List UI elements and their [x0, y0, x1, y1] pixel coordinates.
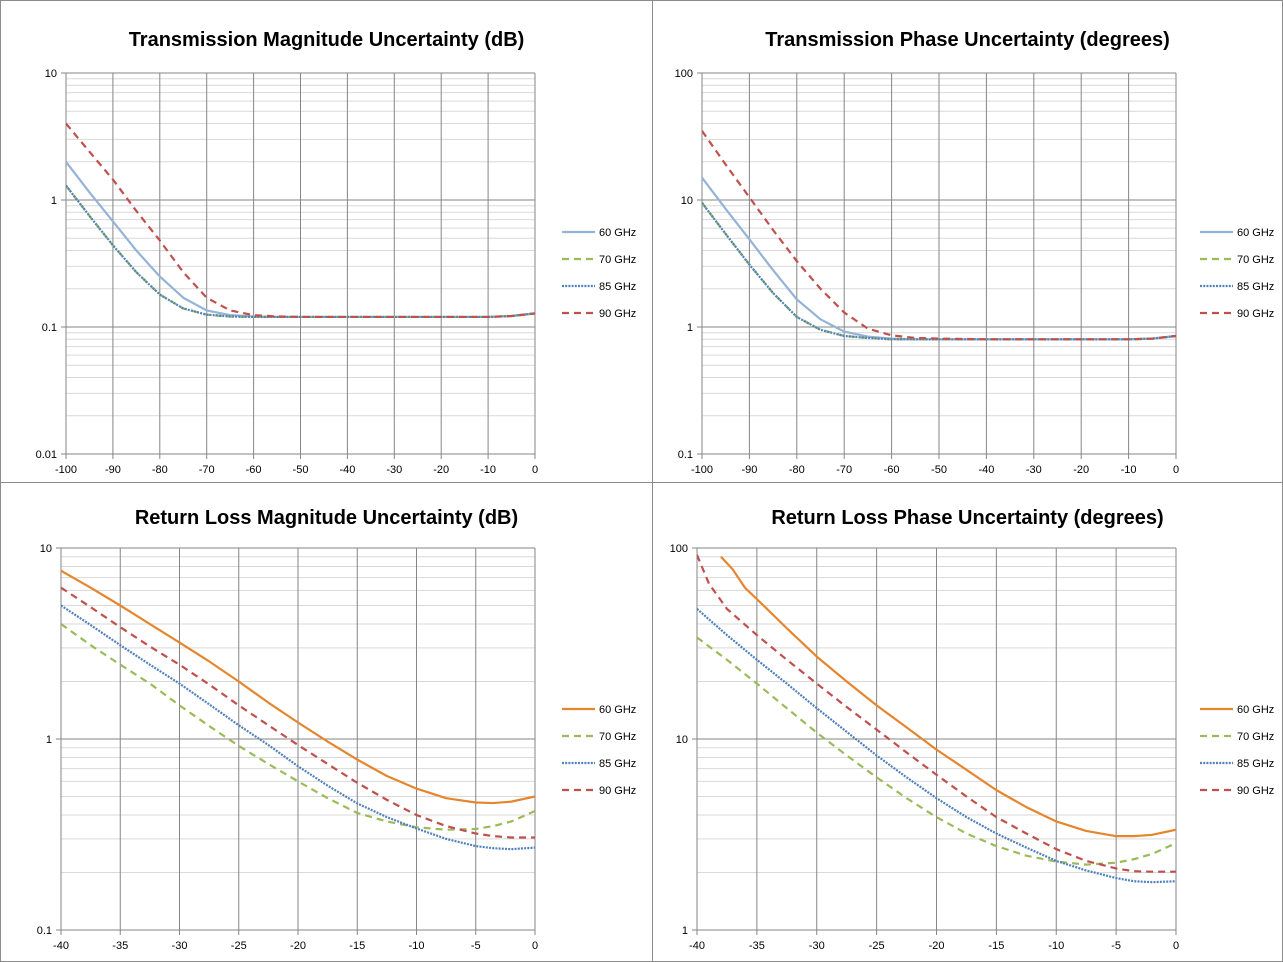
- chart-3-x-tick-label: -15: [349, 940, 365, 952]
- chart-2-series-85-ghz: [702, 202, 1176, 341]
- chart-4-x-tick-label: -30: [809, 940, 825, 952]
- chart-3-x-tick-label: 0: [532, 940, 538, 952]
- chart-4-x-tick-label: -15: [988, 940, 1004, 952]
- chart-4-y-tick-label: 100: [670, 543, 688, 555]
- chart-4-series-85-ghz: [697, 608, 1176, 884]
- chart-2-y-tick-label: 1: [687, 322, 693, 334]
- chart-1-legend-label: 70 GHz: [599, 254, 636, 266]
- chart-4-x-tick-label: -20: [929, 940, 945, 952]
- chart-2-legend-label: 85 GHz: [1237, 281, 1274, 293]
- chart-1-y-tick-label: 1: [51, 195, 57, 207]
- chart-2-y-tick-label: 0.1: [678, 449, 693, 461]
- chart-4-y-tick-label: 1: [682, 925, 688, 937]
- chart-1-x-tick-label: -60: [246, 464, 262, 476]
- chart-3-legend-label: 90 GHz: [599, 785, 636, 797]
- chart-2-x-tick-label: -30: [1026, 464, 1042, 476]
- chart-4-legend-label: 60 GHz: [1237, 704, 1274, 716]
- chart-4-series-70-ghz: [697, 636, 1176, 866]
- chart-3-x-tick-label: -20: [290, 940, 306, 952]
- chart-4-series-90-ghz: [697, 554, 1176, 873]
- chart-4-legend-label: 90 GHz: [1237, 785, 1274, 797]
- chart-4-y-tick-label: 10: [676, 734, 688, 746]
- chart-1-legend-label: 85 GHz: [599, 281, 636, 293]
- chart-4-legend-label: 70 GHz: [1237, 731, 1274, 743]
- chart-2-x-tick-label: -80: [789, 464, 805, 476]
- chart-3-x-tick-label: -5: [471, 940, 481, 952]
- chart-4-series-60-ghz: [720, 555, 1176, 838]
- chart-2-x-tick-label: -70: [836, 464, 852, 476]
- chart-2-legend-label: 70 GHz: [1237, 254, 1274, 266]
- chart-1-x-tick-label: -50: [293, 464, 309, 476]
- chart-2-x-tick-label: -20: [1073, 464, 1089, 476]
- chart-3-x-tick-label: -35: [112, 940, 128, 952]
- chart-3-series-70-ghz: [61, 623, 535, 831]
- chart-2-x-tick-label: -60: [884, 464, 900, 476]
- chart-1-x-tick-label: -90: [105, 464, 121, 476]
- chart-1-x-tick-label: -70: [199, 464, 215, 476]
- chart-3-title: Return Loss Magnitude Uncertainty (dB): [135, 507, 518, 529]
- chart-3-x-tick-label: -25: [231, 940, 247, 952]
- chart-2-x-tick-label: 0: [1173, 464, 1179, 476]
- chart-3-legend-label: 85 GHz: [599, 758, 636, 770]
- chart-3-legend-label: 70 GHz: [599, 731, 636, 743]
- chart-1-legend-label: 60 GHz: [599, 227, 636, 239]
- chart-4-x-tick-label: -35: [749, 940, 765, 952]
- chart-1-legend-label: 90 GHz: [599, 308, 636, 320]
- chart-4-x-tick-label: -25: [869, 940, 885, 952]
- chart-2-series-90-ghz: [702, 130, 1176, 341]
- chart-2-x-tick-label: -50: [931, 464, 947, 476]
- chart-1-x-tick-label: -40: [339, 464, 355, 476]
- chart-3-y-tick-label: 0.1: [37, 925, 52, 937]
- chart-1-y-tick-label: 0.01: [36, 449, 57, 461]
- chart-1-x-tick-label: -100: [55, 464, 77, 476]
- chart-3-x-tick-label: -40: [53, 940, 69, 952]
- chart-2-y-tick-label: 10: [681, 195, 693, 207]
- chart-2-x-tick-label: -90: [741, 464, 757, 476]
- chart-2-title: Transmission Phase Uncertainty (degrees): [765, 29, 1170, 51]
- chart-1-x-tick-label: 0: [532, 464, 538, 476]
- chart-4-x-tick-label: -5: [1111, 940, 1121, 952]
- chart-1-x-tick-label: -20: [433, 464, 449, 476]
- chart-2-legend-label: 60 GHz: [1237, 227, 1274, 239]
- chart-4-x-tick-label: -10: [1048, 940, 1064, 952]
- chart-3-x-tick-label: -10: [409, 940, 425, 952]
- chart-4-title: Return Loss Phase Uncertainty (degrees): [771, 507, 1163, 529]
- chart-2-legend-label: 90 GHz: [1237, 308, 1274, 320]
- chart-3-series-85-ghz: [61, 604, 535, 851]
- chart-1-series-85-ghz: [66, 184, 535, 319]
- chart-3-series-90-ghz: [61, 586, 535, 839]
- chart-4-legend-label: 85 GHz: [1237, 758, 1274, 770]
- chart-1-x-tick-label: -10: [480, 464, 496, 476]
- chart-1-y-tick-label: 10: [45, 68, 57, 80]
- chart-3-series-60-ghz: [61, 569, 535, 805]
- chart-2-x-tick-label: -10: [1121, 464, 1137, 476]
- chart-4-x-tick-label: -40: [689, 940, 705, 952]
- chart-2-y-tick-label: 100: [675, 68, 693, 80]
- chart-3-y-tick-label: 1: [46, 734, 52, 746]
- chart-2-x-tick-label: -40: [978, 464, 994, 476]
- chart-1-series-90-ghz: [66, 122, 535, 319]
- chart-3-y-tick-label: 10: [40, 543, 52, 555]
- chart-2-x-tick-label: -100: [691, 464, 713, 476]
- chart-4-x-tick-label: 0: [1173, 940, 1179, 952]
- chart-3-x-tick-label: -30: [172, 940, 188, 952]
- chart-1-title: Transmission Magnitude Uncertainty (dB): [129, 29, 525, 51]
- chart-1-x-tick-label: -30: [386, 464, 402, 476]
- chart-1-x-tick-label: -80: [152, 464, 168, 476]
- chart-3-legend-label: 60 GHz: [599, 704, 636, 716]
- chart-1-y-tick-label: 0.1: [42, 322, 57, 334]
